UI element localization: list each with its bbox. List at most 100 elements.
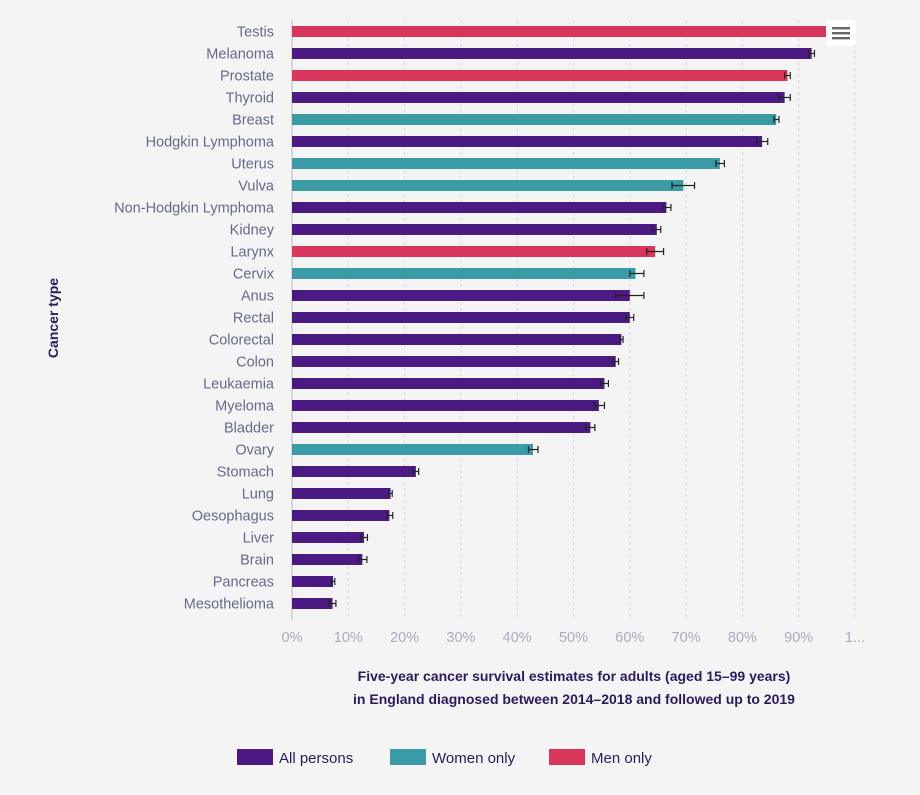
legend-item-all[interactable]: All persons — [237, 749, 353, 767]
category-label: Testis — [237, 25, 274, 41]
category-label: Stomach — [217, 465, 274, 481]
category-label: Cervix — [233, 267, 275, 283]
error-bar — [629, 270, 645, 277]
category-label: Mesothelioma — [184, 597, 275, 613]
legend-item-men[interactable]: Men only — [549, 749, 652, 767]
x-tick-label: 10% — [334, 630, 363, 646]
bar-breast[interactable] — [292, 114, 777, 125]
category-label: Non-Hodgkin Lymphoma — [114, 201, 275, 217]
x-tick-label: 70% — [672, 630, 701, 646]
error-bar — [388, 490, 393, 497]
error-bar — [661, 204, 672, 211]
category-label: Ovary — [235, 443, 274, 459]
x-tick-labels: 0% 10% 20% 30% 40% 50% 60% 70% 80% 90% 1... — [282, 630, 866, 646]
chart-menu-button[interactable] — [826, 20, 856, 46]
bar-stomach[interactable] — [292, 466, 416, 477]
bar-cervix[interactable] — [292, 268, 636, 279]
bar-thyroid[interactable] — [292, 92, 785, 103]
category-label: Myeloma — [215, 399, 275, 415]
error-bar — [593, 402, 606, 409]
bar-bladder[interactable] — [292, 422, 591, 433]
bar-mesothelioma[interactable] — [292, 598, 333, 609]
legend-swatch — [549, 749, 585, 765]
category-label: Prostate — [220, 69, 274, 85]
bar-leukaemia[interactable] — [292, 378, 605, 389]
category-label: Anus — [241, 289, 274, 305]
bar-uterus[interactable] — [292, 158, 720, 169]
error-bar — [357, 556, 368, 563]
legend-swatch — [237, 749, 273, 765]
bar-anus[interactable] — [292, 290, 630, 301]
bar-hodgkin-lymphoma[interactable] — [292, 136, 763, 147]
error-bar — [360, 534, 369, 541]
bar-pancreas[interactable] — [292, 576, 334, 587]
bar-prostate[interactable] — [292, 70, 788, 81]
bar-non-hodgkin-lymphoma[interactable] — [292, 202, 667, 213]
category-labels: Testis Melanoma Prostate Thyroid Breast Hodgk… — [114, 25, 275, 613]
bar-testis[interactable] — [292, 26, 827, 37]
error-bar — [412, 468, 420, 475]
category-label: Vulva — [238, 179, 275, 195]
x-tick-label: 80% — [728, 630, 757, 646]
category-label: Pancreas — [213, 575, 274, 591]
bar-kidney[interactable] — [292, 224, 657, 235]
category-label: Colon — [236, 355, 274, 371]
bar-melanoma[interactable] — [292, 48, 812, 59]
bars — [292, 26, 827, 609]
error-bar — [784, 72, 791, 79]
x-tick-label: 20% — [390, 630, 419, 646]
category-label: Oesophagus — [192, 509, 274, 525]
legend-item-women[interactable]: Women only — [390, 749, 516, 767]
category-label: Rectal — [233, 311, 274, 327]
bar-colon[interactable] — [292, 356, 616, 367]
error-bar — [585, 424, 596, 431]
x-tick-label: 50% — [559, 630, 588, 646]
bar-brain[interactable] — [292, 554, 363, 565]
category-label: Hodgkin Lymphoma — [146, 135, 275, 151]
error-bar — [715, 160, 725, 167]
error-bar — [615, 292, 645, 299]
error-bar — [646, 248, 665, 255]
error-bar — [527, 446, 539, 453]
bar-vulva[interactable] — [292, 180, 684, 191]
legend-label: All persons — [279, 750, 353, 767]
legend-label: Women only — [432, 750, 516, 767]
error-bar — [778, 94, 791, 101]
error-bar — [625, 314, 635, 321]
error-bar — [385, 512, 394, 519]
bar-lung[interactable] — [292, 488, 391, 499]
bar-liver[interactable] — [292, 532, 365, 543]
legend-label: Men only — [591, 750, 652, 767]
bar-myeloma[interactable] — [292, 400, 599, 411]
category-label: Melanoma — [206, 47, 275, 63]
y-axis-title: Cancer type — [45, 278, 61, 358]
category-label: Larynx — [230, 245, 274, 261]
x-tick-label: 0% — [282, 630, 303, 646]
category-label: Breast — [232, 113, 274, 129]
error-bar — [612, 358, 620, 365]
legend: All persons Women only Men only — [237, 749, 652, 767]
error-bar — [671, 182, 696, 189]
error-bar — [599, 380, 610, 387]
category-label: Kidney — [230, 223, 275, 239]
category-label: Lung — [242, 487, 274, 503]
category-label: Bladder — [224, 421, 274, 437]
x-tick-label: 30% — [446, 630, 475, 646]
bar-rectal[interactable] — [292, 312, 630, 323]
bar-oesophagus[interactable] — [292, 510, 390, 521]
category-label: Colorectal — [209, 333, 274, 349]
error-bar — [328, 600, 337, 607]
bar-larynx[interactable] — [292, 246, 656, 257]
x-axis-title-line-1: Five-year cancer survival estimates for … — [358, 668, 791, 684]
error-bar — [755, 138, 769, 145]
category-label: Uterus — [231, 157, 274, 173]
bar-colorectal[interactable] — [292, 334, 622, 345]
error-bars — [328, 50, 816, 607]
bar-ovary[interactable] — [292, 444, 533, 455]
hamburger-menu-icon — [832, 27, 850, 40]
category-label: Leukaemia — [203, 377, 275, 393]
error-bar — [619, 336, 624, 343]
legend-swatch — [390, 749, 426, 765]
